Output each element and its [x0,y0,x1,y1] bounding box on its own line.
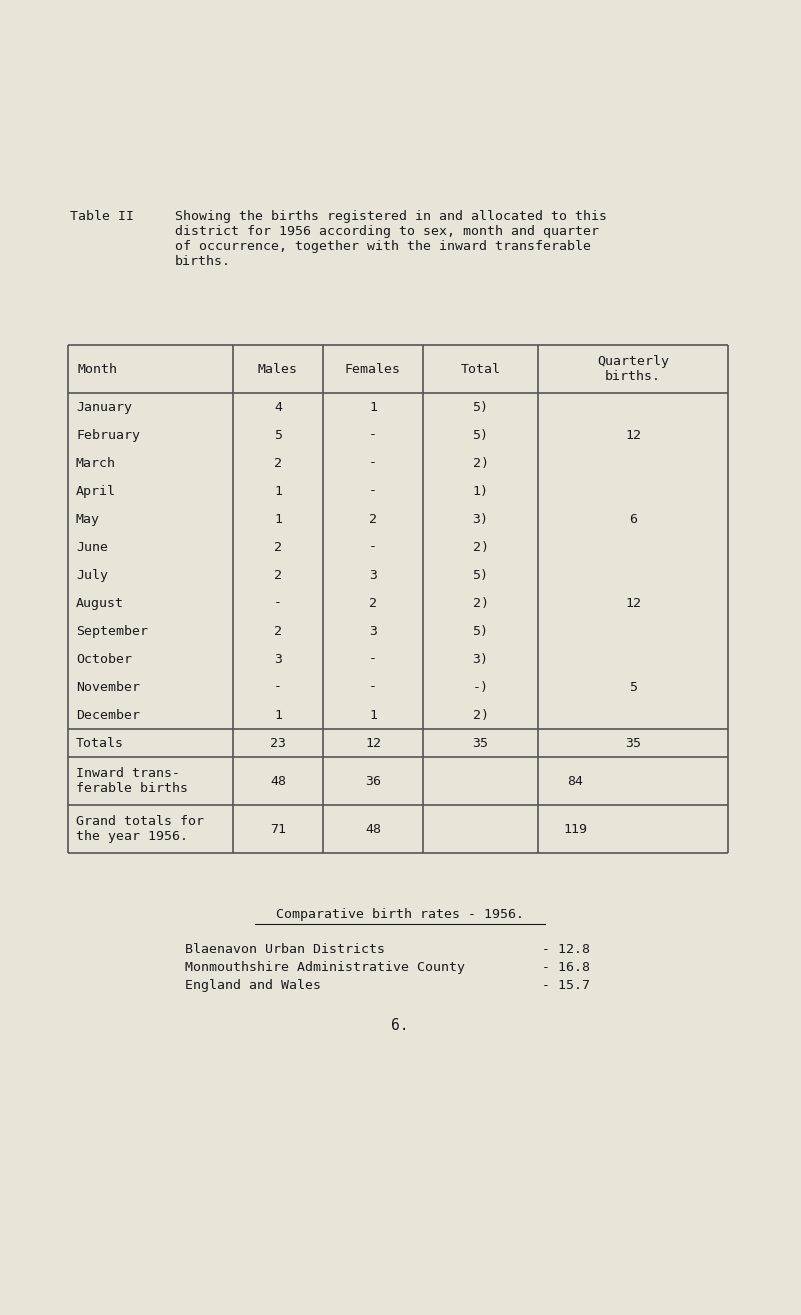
Text: Females: Females [345,363,401,376]
Text: 5: 5 [629,680,637,693]
Text: 48: 48 [365,822,381,835]
Text: -: - [274,680,282,693]
Text: Blaenavon Urban Districts: Blaenavon Urban Districts [185,943,385,956]
Text: December: December [76,709,140,722]
Text: 2: 2 [369,513,377,526]
Text: 12: 12 [365,736,381,750]
Text: June: June [76,540,108,554]
Text: January: January [76,401,132,413]
Text: 36: 36 [365,775,381,788]
Text: -: - [369,540,377,554]
Text: 2: 2 [369,597,377,609]
Text: 1: 1 [369,401,377,413]
Text: 5): 5) [473,401,489,413]
Text: 4: 4 [274,401,282,413]
Text: - 15.7: - 15.7 [542,978,590,992]
Text: 2): 2) [473,456,489,469]
Text: -: - [369,456,377,469]
Text: 2: 2 [274,568,282,581]
Text: 5): 5) [473,429,489,442]
Text: 23: 23 [270,736,286,750]
Text: July: July [76,568,108,581]
Text: 6: 6 [629,513,637,526]
Text: August: August [76,597,124,609]
Text: 84: 84 [567,775,583,788]
Text: -: - [274,597,282,609]
Text: 6.: 6. [391,1018,409,1034]
Text: - 16.8: - 16.8 [542,961,590,974]
Text: 119: 119 [563,822,587,835]
Text: Comparative birth rates - 1956.: Comparative birth rates - 1956. [276,907,524,920]
Text: 48: 48 [270,775,286,788]
Text: 3: 3 [369,625,377,638]
Text: Quarterly
births.: Quarterly births. [597,355,669,383]
Text: September: September [76,625,148,638]
Text: -: - [369,652,377,665]
Text: -: - [369,680,377,693]
Text: 2): 2) [473,709,489,722]
Text: 5: 5 [274,429,282,442]
Text: -: - [369,484,377,497]
Text: Totals: Totals [76,736,124,750]
Text: Month: Month [78,363,118,376]
Text: -: - [369,429,377,442]
Text: 2: 2 [274,456,282,469]
Text: 35: 35 [625,736,641,750]
Text: 1: 1 [274,513,282,526]
Text: 2: 2 [274,625,282,638]
Text: 2): 2) [473,540,489,554]
Text: 12: 12 [625,429,641,442]
Text: 3: 3 [369,568,377,581]
Text: Inward trans-
ferable births: Inward trans- ferable births [76,767,188,796]
Text: Males: Males [258,363,298,376]
Text: March: March [76,456,116,469]
Text: Showing the births registered in and allocated to this
district for 1956 accordi: Showing the births registered in and all… [175,210,607,268]
Text: 1: 1 [369,709,377,722]
Text: April: April [76,484,116,497]
Text: 35: 35 [473,736,489,750]
Text: 2: 2 [274,540,282,554]
Text: Total: Total [461,363,501,376]
Text: 12: 12 [625,597,641,609]
Text: -): -) [473,680,489,693]
Text: Monmouthshire Administrative County: Monmouthshire Administrative County [185,961,465,974]
Text: 5): 5) [473,625,489,638]
Text: November: November [76,680,140,693]
Text: 71: 71 [270,822,286,835]
Text: 1: 1 [274,709,282,722]
Text: 2): 2) [473,597,489,609]
Text: Table II: Table II [70,210,134,224]
Text: May: May [76,513,100,526]
Text: - 12.8: - 12.8 [542,943,590,956]
Text: Grand totals for
the year 1956.: Grand totals for the year 1956. [76,815,204,843]
Text: February: February [76,429,140,442]
Text: 1: 1 [274,484,282,497]
Text: 3: 3 [274,652,282,665]
Text: 3): 3) [473,652,489,665]
Text: 5): 5) [473,568,489,581]
Text: 3): 3) [473,513,489,526]
Text: 1): 1) [473,484,489,497]
Text: October: October [76,652,132,665]
Text: England and Wales: England and Wales [185,978,321,992]
